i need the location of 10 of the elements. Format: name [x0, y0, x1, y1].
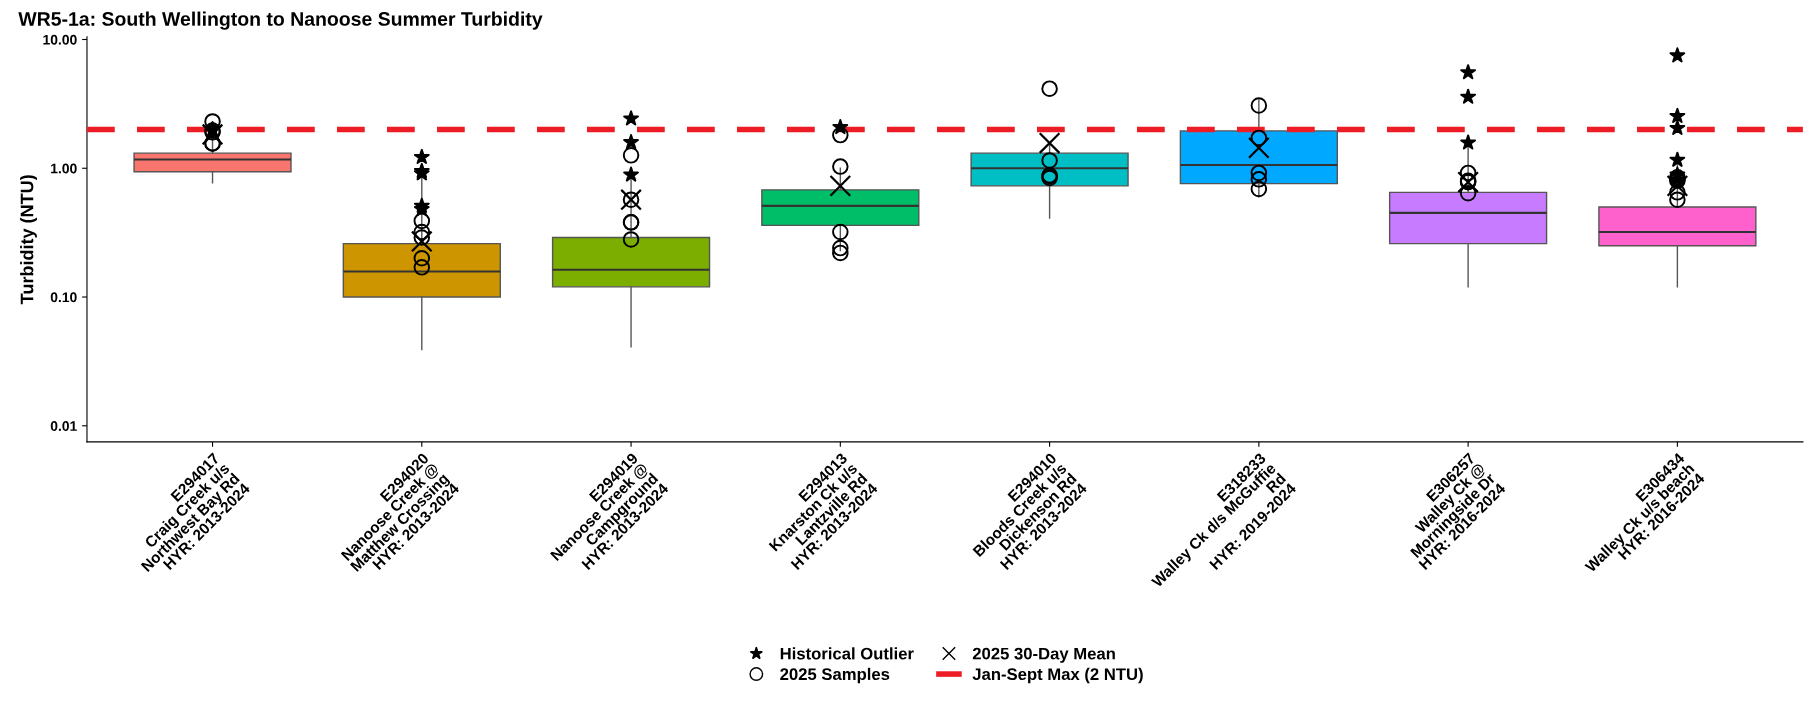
- chart-title: WR5-1a: South Wellington to Nanoose Summer Turbidity: [18, 11, 543, 30]
- legend-label: Historical Outlier: [780, 647, 914, 660]
- y-axis-title: Turbidity (NTU): [20, 175, 37, 305]
- y-tick-label: 1.00: [51, 163, 77, 174]
- legend-label: 2025 30-Day Mean: [972, 647, 1115, 663]
- y-tick-label: 10.00: [43, 34, 77, 45]
- legend-label: Jan-Sept Max (2 NTU): [972, 667, 1143, 684]
- legend-label: 2025 Samples: [780, 667, 890, 684]
- y-tick-label: 0.01: [50, 421, 77, 431]
- y-tick-label: 0.10: [50, 292, 77, 303]
